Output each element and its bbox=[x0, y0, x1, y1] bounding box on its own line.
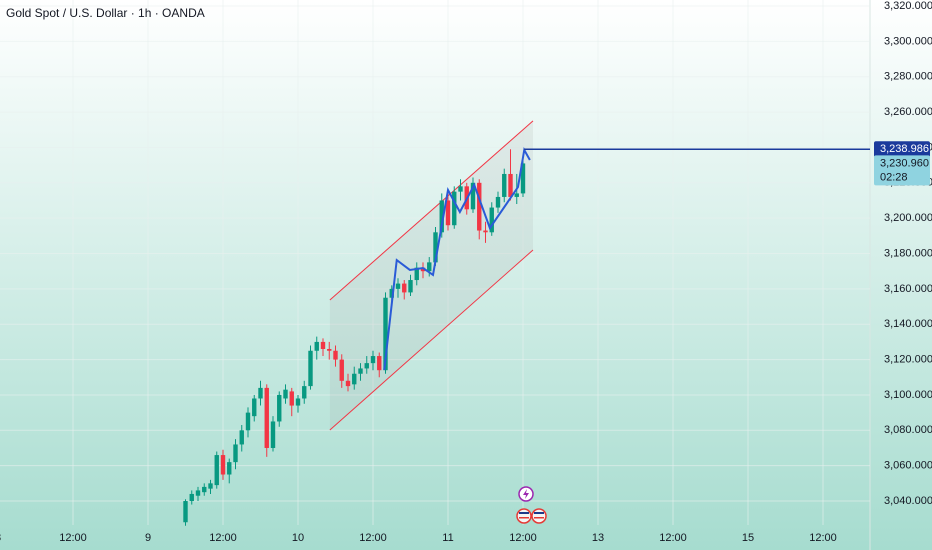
y-tick-label: 3,180.000 bbox=[884, 247, 932, 259]
candle-body bbox=[370, 356, 376, 364]
candle-body bbox=[514, 193, 519, 197]
x-tick-label: 10 bbox=[292, 532, 304, 544]
candle-body bbox=[277, 394, 282, 422]
y-tick-label: 3,260.000 bbox=[884, 106, 932, 118]
candle-body bbox=[333, 350, 338, 360]
candle-body bbox=[452, 191, 457, 226]
event-icons bbox=[516, 486, 547, 524]
x-tick-label: 12:00 bbox=[59, 532, 87, 544]
candle-body bbox=[508, 173, 513, 197]
candle-body bbox=[264, 387, 269, 448]
candle-body bbox=[295, 398, 301, 406]
candle-body bbox=[408, 280, 413, 293]
candle-body bbox=[195, 490, 201, 496]
candle-body bbox=[183, 501, 188, 523]
channel-line bbox=[329, 120, 534, 301]
candle-body bbox=[520, 163, 526, 194]
candle-body bbox=[420, 267, 426, 272]
candle-body bbox=[202, 486, 207, 493]
candle-body bbox=[339, 359, 344, 381]
candle-body bbox=[383, 297, 388, 371]
candle-body bbox=[402, 283, 407, 293]
candle-body bbox=[270, 421, 276, 448]
candle-body bbox=[314, 341, 319, 351]
candle-body bbox=[502, 173, 507, 197]
candle-body bbox=[477, 182, 482, 231]
y-tick-label: 3,100.000 bbox=[884, 389, 932, 401]
channel-fill bbox=[329, 120, 533, 430]
candle-body bbox=[458, 186, 463, 192]
candle-body bbox=[239, 430, 244, 445]
x-tick-label: 15 bbox=[742, 532, 754, 544]
candle-body bbox=[258, 387, 263, 399]
candle-body bbox=[414, 267, 419, 281]
candle-body bbox=[227, 462, 232, 475]
y-tick-label: 3,080.000 bbox=[884, 424, 932, 436]
y-tick-label: 3,320.000 bbox=[884, 0, 932, 12]
x-tick-label: 9 bbox=[145, 532, 151, 544]
x-tick-label: 12:00 bbox=[209, 532, 237, 544]
x-tick-label: 12:00 bbox=[359, 532, 387, 544]
current-label-box bbox=[874, 155, 930, 186]
level-label: 3,238.986 bbox=[880, 143, 929, 155]
candle-body bbox=[483, 230, 488, 233]
candle-body bbox=[283, 389, 288, 399]
candle-body bbox=[358, 368, 363, 374]
candle-body bbox=[320, 341, 326, 349]
candle-body bbox=[427, 262, 432, 272]
candle-body bbox=[208, 483, 213, 489]
candle-body bbox=[233, 444, 238, 463]
x-tick-label: 8 bbox=[0, 532, 1, 544]
current-price-label: 3,230.960 bbox=[880, 157, 929, 169]
candle-body bbox=[289, 391, 294, 406]
candle-body bbox=[252, 398, 257, 417]
candle-body bbox=[308, 350, 313, 387]
candle-body bbox=[220, 455, 226, 475]
channel-line bbox=[329, 249, 534, 431]
x-tick-label: 12:00 bbox=[509, 532, 537, 544]
candle-body bbox=[433, 232, 438, 263]
countdown-label: 02:28 bbox=[880, 171, 908, 183]
candle-body bbox=[489, 207, 494, 233]
chart-title: Gold Spot / U.S. Dollar · 1h · OANDA bbox=[6, 6, 205, 20]
level-label-box bbox=[874, 141, 930, 158]
y-tick-label: 3,140.000 bbox=[884, 318, 932, 330]
y-tick-label: 3,120.000 bbox=[884, 354, 932, 366]
x-tick-label: 12:00 bbox=[659, 532, 687, 544]
y-tick-label: 3,300.000 bbox=[884, 35, 932, 47]
candle-body bbox=[439, 200, 444, 233]
candle-body bbox=[470, 182, 476, 210]
candle-body bbox=[364, 363, 369, 369]
candle-body bbox=[189, 493, 194, 502]
candle-body bbox=[495, 196, 501, 208]
candle-body bbox=[352, 373, 357, 385]
candle-body bbox=[377, 356, 382, 371]
candle-body bbox=[214, 455, 219, 486]
x-tick-label: 11 bbox=[442, 532, 453, 544]
y-tick-label: 3,160.000 bbox=[884, 283, 932, 295]
candle-body bbox=[302, 386, 307, 399]
y-tick-label: 3,040.000 bbox=[884, 495, 932, 507]
candle-body bbox=[245, 412, 251, 431]
zigzag-line bbox=[383, 146, 531, 371]
y-tick-label: 3,200.000 bbox=[884, 212, 932, 224]
y-tick-label: 3,060.000 bbox=[884, 460, 932, 472]
candle-body bbox=[345, 380, 351, 387]
y-tick-label: 3,280.000 bbox=[884, 71, 932, 83]
plot bbox=[0, 0, 870, 526]
candle-body bbox=[395, 283, 401, 289]
candle-body bbox=[389, 288, 394, 298]
x-tick-label: 12:00 bbox=[809, 532, 837, 544]
x-tick-label: 13 bbox=[592, 532, 604, 544]
candle-body bbox=[327, 348, 332, 351]
candle-body bbox=[445, 200, 451, 226]
